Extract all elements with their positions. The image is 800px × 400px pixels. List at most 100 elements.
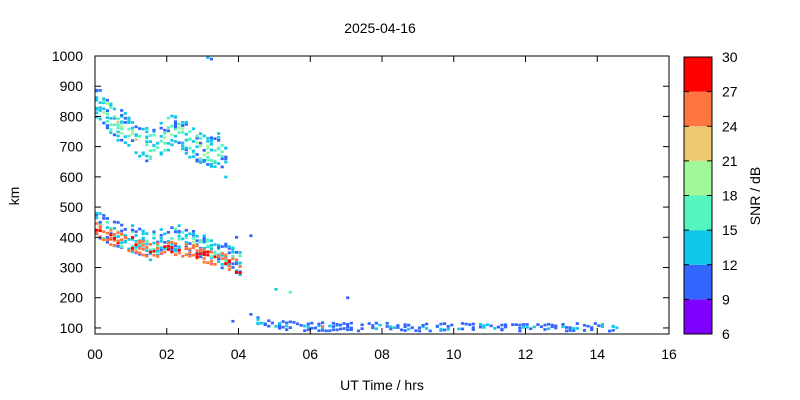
data-cell: [482, 326, 486, 329]
x-tick-label: 14: [589, 346, 605, 362]
data-cell: [213, 165, 217, 169]
data-cell: [109, 131, 113, 134]
data-cell: [116, 245, 120, 248]
data-cell: [496, 325, 500, 329]
data-cell: [209, 138, 213, 141]
data-cell: [191, 240, 196, 244]
data-cell: [217, 136, 221, 139]
colorbar-band: [684, 126, 712, 161]
data-cell: [170, 250, 174, 254]
data-cell: [385, 325, 389, 328]
data-cell: [166, 126, 170, 129]
data-cell: [439, 327, 443, 331]
data-cell: [105, 120, 109, 123]
data-cell: [112, 133, 117, 137]
data-cell: [278, 326, 282, 330]
data-cell: [346, 296, 350, 300]
data-cell: [199, 247, 203, 251]
data-cell: [346, 328, 350, 332]
data-cell: [389, 325, 393, 329]
x-tick-label: 02: [159, 346, 175, 362]
data-cell: [95, 111, 99, 115]
data-cell: [231, 250, 235, 254]
data-cell: [195, 145, 199, 149]
data-cell: [288, 320, 292, 324]
data-cell: [206, 146, 210, 150]
data-cell: [317, 322, 321, 326]
data-cell: [95, 228, 99, 232]
data-cell: [105, 231, 109, 235]
data-cell: [177, 141, 181, 145]
data-cell: [202, 253, 206, 256]
data-cell: [184, 241, 188, 244]
data-cell: [134, 138, 138, 141]
data-cell: [199, 255, 203, 259]
data-cell: [138, 239, 142, 243]
chart-title: 2025-04-16: [344, 20, 416, 36]
data-cell: [209, 239, 213, 243]
data-cell: [206, 158, 210, 162]
data-cell: [511, 323, 515, 326]
data-cell: [188, 146, 192, 150]
data-cell: [539, 325, 543, 329]
data-cell: [188, 232, 192, 236]
data-cell: [181, 147, 185, 151]
data-cell: [342, 322, 346, 325]
data-cell: [112, 227, 117, 230]
data-cell: [206, 238, 210, 242]
data-cell: [224, 146, 228, 150]
x-tick-label: 16: [661, 346, 677, 362]
data-cell: [112, 239, 117, 242]
data-cell: [346, 323, 350, 326]
data-cell: [109, 102, 113, 106]
data-cell: [206, 136, 210, 140]
data-cell: [224, 259, 228, 262]
data-cell: [446, 328, 450, 331]
data-cell: [181, 121, 185, 124]
data-cell: [109, 226, 113, 230]
data-cell: [156, 247, 160, 250]
data-cell: [371, 326, 375, 330]
x-tick-label: 00: [87, 346, 103, 362]
data-cell: [120, 232, 124, 236]
data-cell: [120, 121, 124, 125]
data-cell: [565, 326, 569, 329]
data-cell: [148, 157, 152, 160]
data-cell: [102, 97, 106, 101]
data-cell: [195, 249, 199, 253]
data-cell: [385, 321, 389, 325]
data-cell: [134, 247, 138, 250]
data-cell: [156, 240, 160, 244]
data-cell: [152, 128, 156, 132]
data-cell: [317, 329, 321, 332]
data-cell: [256, 318, 260, 321]
plot-frame: [94, 55, 670, 335]
data-cell: [177, 131, 181, 134]
data-cell: [138, 247, 142, 250]
data-cell: [116, 123, 120, 127]
data-cell: [145, 127, 149, 130]
data-cell: [130, 121, 135, 124]
data-cell: [173, 230, 178, 234]
data-cell: [195, 253, 199, 256]
data-cell: [220, 165, 224, 169]
data-cell: [166, 241, 170, 245]
data-cell: [141, 244, 145, 247]
data-cell: [220, 252, 224, 255]
data-cell: [267, 324, 271, 328]
data-cell: [173, 127, 178, 131]
data-cell: [177, 248, 181, 252]
data-cell: [525, 323, 529, 326]
data-cell: [238, 261, 242, 265]
colorbar-band: [684, 91, 712, 127]
data-cell: [213, 243, 217, 246]
data-cell: [202, 250, 206, 254]
data-cell: [95, 96, 99, 99]
data-cell: [543, 323, 547, 327]
data-cell: [234, 258, 239, 262]
data-cell: [112, 244, 117, 247]
data-cell: [575, 322, 579, 325]
data-cell: [170, 143, 174, 147]
data-cell: [123, 235, 127, 239]
data-cell: [547, 322, 551, 326]
